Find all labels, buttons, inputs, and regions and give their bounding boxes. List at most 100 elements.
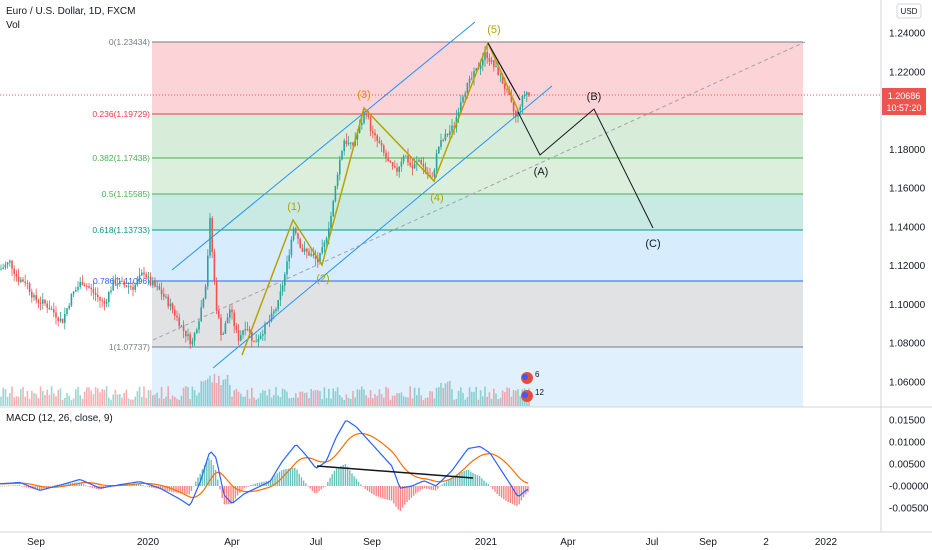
candle-body bbox=[510, 95, 513, 102]
macd-histogram-bar bbox=[52, 485, 54, 487]
event-badge[interactable]: 12 bbox=[521, 388, 544, 402]
volume-bar bbox=[422, 399, 425, 406]
candle-body bbox=[343, 140, 345, 151]
macd-histogram-bar bbox=[175, 486, 177, 493]
volume-bar bbox=[191, 386, 194, 406]
candle-body bbox=[6, 262, 9, 265]
volume-bar bbox=[352, 391, 354, 406]
candle-body bbox=[92, 288, 95, 293]
macd-histogram-bar bbox=[195, 481, 197, 486]
volume-bar bbox=[79, 394, 81, 406]
volume-bar bbox=[70, 399, 73, 406]
volume-bar bbox=[185, 386, 187, 406]
macd-divergence-line[interactable] bbox=[316, 465, 474, 479]
volume-bar bbox=[158, 398, 161, 406]
candle-body bbox=[519, 107, 521, 110]
volume-bar bbox=[457, 391, 460, 406]
candle-body bbox=[301, 247, 304, 252]
volume-bar bbox=[246, 389, 249, 406]
candle-body bbox=[253, 340, 255, 343]
fib-level-label: 0.236(1.19729) bbox=[92, 109, 150, 119]
macd-histogram-bar bbox=[65, 483, 67, 486]
macd-histogram-bar bbox=[142, 485, 144, 486]
volume-bar bbox=[209, 375, 211, 406]
candle-body bbox=[290, 239, 293, 256]
macd-histogram-bar bbox=[210, 459, 212, 486]
event-badge[interactable]: 6 bbox=[521, 370, 540, 384]
macd-histogram-bar bbox=[203, 465, 206, 486]
volume-bar bbox=[171, 395, 174, 406]
candle-body bbox=[292, 228, 295, 240]
volume-label: Vol bbox=[6, 20, 20, 31]
candle-body bbox=[59, 318, 62, 321]
macd-histogram-bar bbox=[342, 464, 344, 486]
volume-bar bbox=[37, 398, 40, 406]
macd-axis[interactable]: 0.01500 0.01000 0.00500 -0.00000 -0.00500 bbox=[889, 416, 929, 515]
volume-bar bbox=[46, 389, 48, 406]
price-tick-label: 1.22000 bbox=[889, 67, 926, 78]
candle-body bbox=[83, 284, 86, 287]
volume-bar bbox=[127, 398, 130, 406]
channel-upper-line[interactable] bbox=[171, 21, 476, 271]
candle-body bbox=[204, 286, 207, 299]
macd-histogram-bar bbox=[327, 481, 329, 486]
macd-histogram-bar bbox=[498, 486, 501, 497]
trend-line-dashed[interactable] bbox=[152, 41, 806, 341]
drawings-layer[interactable]: (1) (2) (3) (4) (5) (A) (B) (C) 6 12 bbox=[152, 21, 806, 402]
time-tick-label: Apr bbox=[224, 537, 240, 548]
macd-histogram-bar bbox=[313, 486, 316, 493]
candle-body bbox=[171, 303, 174, 310]
candle-body bbox=[471, 78, 473, 79]
candle-body bbox=[24, 281, 26, 284]
abc-correction-path[interactable] bbox=[517, 108, 654, 229]
macd-histogram-bar bbox=[463, 471, 465, 486]
volume-bar bbox=[512, 390, 515, 406]
volume-bar bbox=[132, 399, 134, 406]
candle-body bbox=[64, 314, 66, 323]
macd-histogram-bar bbox=[133, 484, 135, 486]
candle-body bbox=[180, 325, 183, 327]
volume-bar bbox=[257, 398, 260, 406]
macd-histogram-bar bbox=[131, 484, 133, 486]
macd-histogram-bar bbox=[148, 486, 151, 488]
macd-histogram-bar bbox=[298, 473, 300, 486]
fib-level-label: 0.5(1.15585) bbox=[102, 189, 150, 199]
channel-lower-line[interactable] bbox=[212, 85, 553, 369]
volume-bar bbox=[204, 380, 207, 406]
candle-body bbox=[26, 283, 29, 284]
candle-body bbox=[156, 286, 158, 287]
macd-histogram-bar bbox=[192, 485, 195, 487]
time-axis[interactable]: Sep 2020 Apr Jul Sep 2021 Apr Jul Sep 2 2022 bbox=[27, 537, 837, 548]
volume-bar bbox=[268, 389, 271, 406]
macd-histogram-bar bbox=[302, 480, 305, 486]
candle-body bbox=[506, 89, 508, 90]
volume-bar bbox=[26, 390, 29, 406]
current-price-value: 1.20686 bbox=[888, 91, 921, 101]
candle-body bbox=[391, 162, 394, 167]
macd-histogram-bar bbox=[507, 486, 509, 502]
wave-label: (3) bbox=[357, 89, 370, 101]
candle-body bbox=[154, 281, 156, 287]
macd-histogram-bar bbox=[36, 486, 39, 490]
candle-body bbox=[138, 275, 141, 280]
volume-bar bbox=[114, 389, 117, 406]
volume-bar bbox=[424, 397, 427, 406]
volume-bar bbox=[231, 396, 233, 406]
volume-bar bbox=[174, 396, 176, 406]
macd-histogram-bar bbox=[254, 483, 256, 486]
macd-histogram-bar bbox=[241, 486, 243, 491]
candle-body bbox=[134, 284, 136, 290]
macd-histogram-bar bbox=[208, 458, 210, 486]
candle-body bbox=[372, 131, 374, 133]
candle-body bbox=[220, 317, 222, 335]
price-tick-label: 1.08000 bbox=[889, 339, 926, 350]
candle-body bbox=[504, 83, 506, 90]
volume-bar bbox=[77, 386, 79, 406]
macd-histogram-bar bbox=[309, 486, 311, 489]
currency-button[interactable]: USD bbox=[896, 3, 922, 19]
volume-bar bbox=[409, 386, 411, 406]
volume-bar bbox=[281, 388, 284, 406]
macd-pane[interactable] bbox=[0, 420, 529, 512]
fib-retracement[interactable]: 0(1.23434) 0.236(1.19729) 0.382(1.17438) 0.… bbox=[92, 37, 803, 407]
